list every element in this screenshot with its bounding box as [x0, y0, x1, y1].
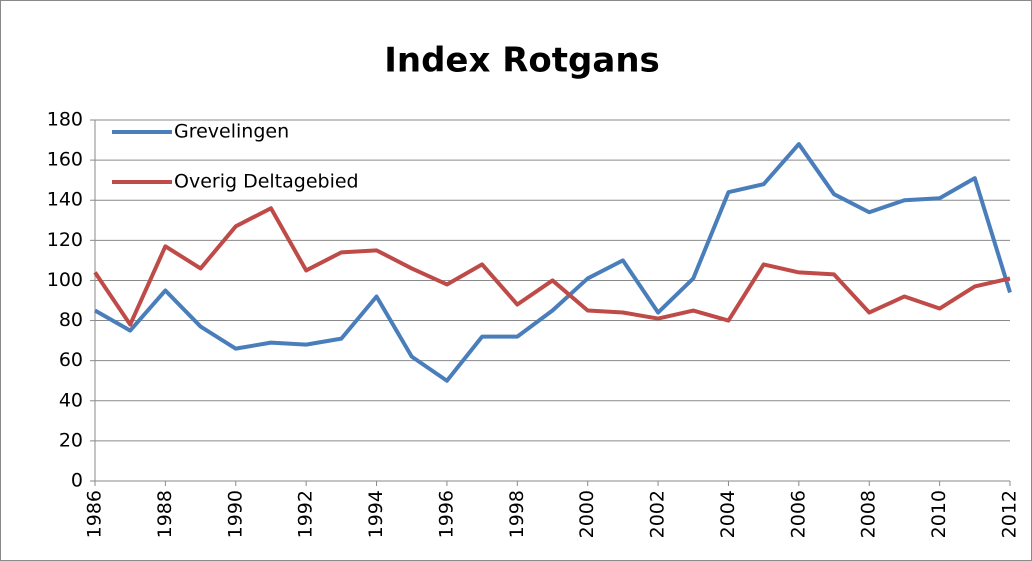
x-tick-label: 2006 — [787, 490, 809, 538]
x-tick-label: 1988 — [154, 490, 176, 538]
x-tick-label: 1986 — [84, 490, 106, 538]
x-tick-label: 1996 — [435, 490, 457, 538]
series-line — [94, 142, 1012, 383]
x-tick-label: 2000 — [576, 490, 598, 538]
series-line — [93, 206, 1011, 327]
y-tick-label: 60 — [59, 349, 83, 371]
chart-title: Index Rotgans — [384, 41, 660, 81]
y-tick-label: 20 — [59, 429, 83, 451]
x-tick-label: 2008 — [858, 490, 880, 538]
x-tick-label: 2010 — [928, 490, 950, 538]
x-tick-label: 2012 — [999, 490, 1021, 538]
y-tick-label: 80 — [59, 309, 83, 331]
y-tick-label: 0 — [71, 470, 83, 492]
x-tick-label: 2002 — [647, 490, 669, 538]
x-tick-label: 2004 — [717, 490, 739, 538]
y-tick-label: 120 — [47, 229, 83, 251]
y-tick-label: 180 — [47, 109, 83, 131]
x-tick-label: 1990 — [224, 490, 246, 538]
y-tick-label: 140 — [47, 189, 83, 211]
x-tick-label: 1992 — [295, 490, 317, 538]
y-tick-label: 40 — [59, 389, 83, 411]
y-tick-label: 100 — [47, 269, 83, 291]
y-tick-label: 160 — [47, 149, 83, 171]
x-tick-label: 1994 — [365, 490, 387, 538]
x-tick-label: 1998 — [506, 490, 528, 538]
legend-label: Grevelingen — [174, 121, 289, 143]
legend-label: Overig Deltagebied — [174, 171, 359, 193]
